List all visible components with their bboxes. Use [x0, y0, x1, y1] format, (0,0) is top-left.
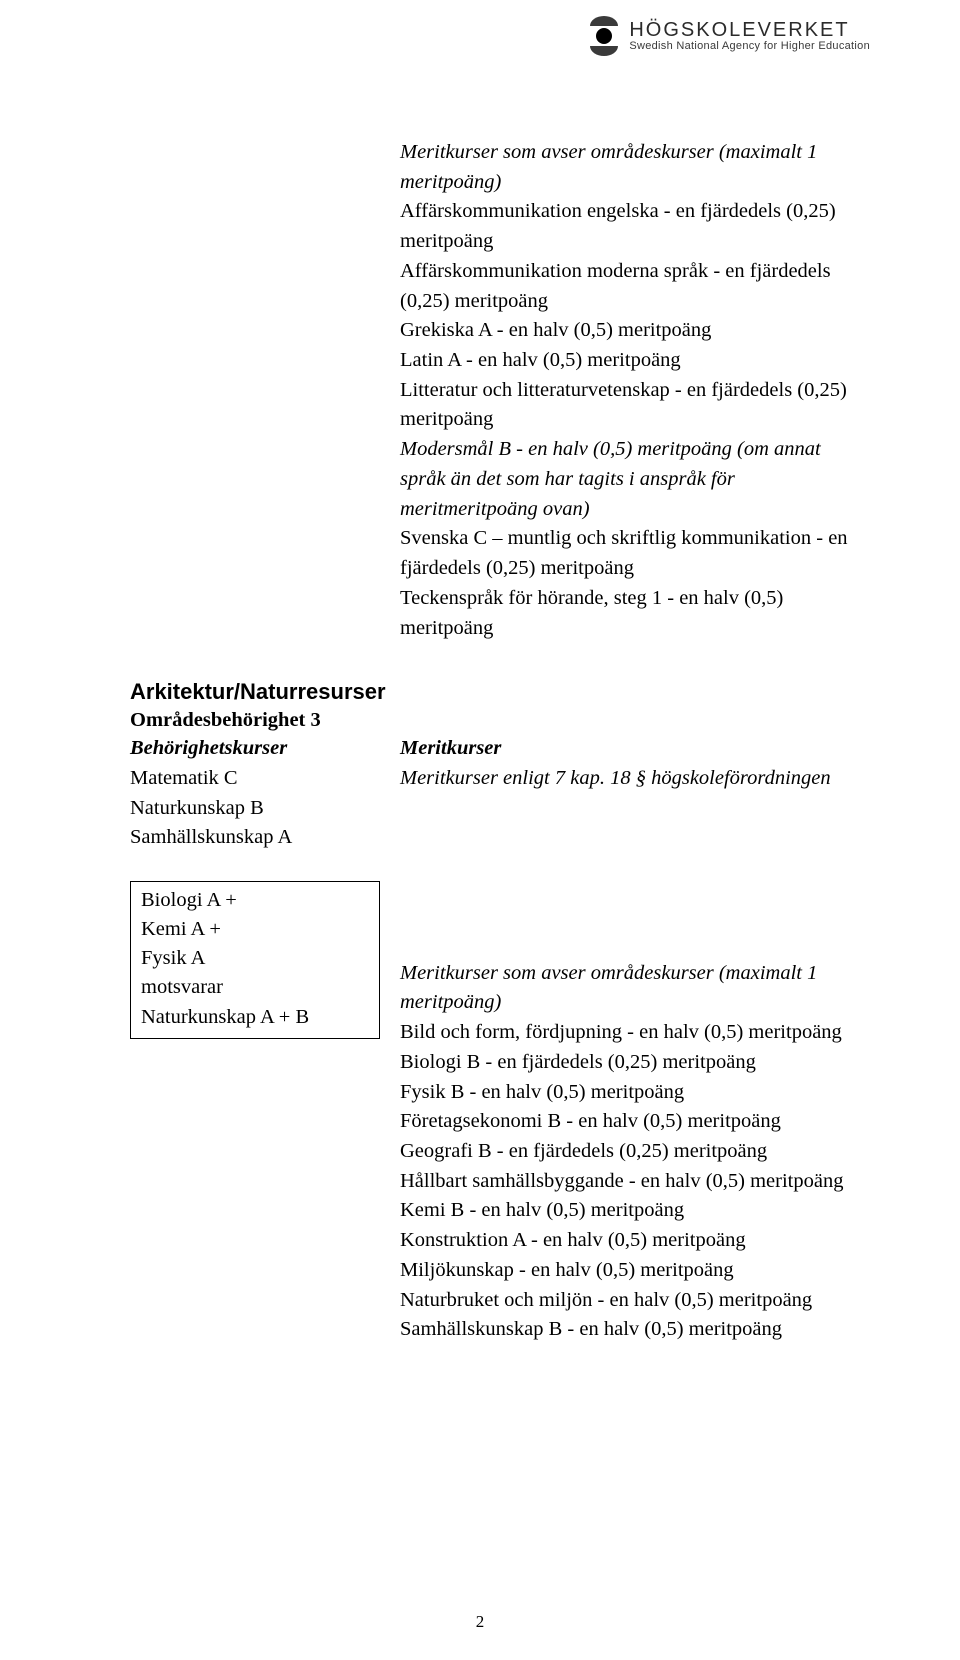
block1-line: Svenska C – muntlig och skriftlig kommun…	[400, 524, 860, 583]
box-line: motsvarar	[141, 973, 369, 1002]
block1-line: Grekiska A - en halv (0,5) meritpoäng	[400, 316, 860, 346]
equivalence-box: Biologi A + Kemi A + Fysik A motsvarar N…	[130, 881, 380, 1039]
block2-line: Geografi B - en fjärdedels (0,25) meritp…	[400, 1137, 860, 1167]
block2-line: Fysik B - en halv (0,5) meritpoäng	[400, 1078, 860, 1108]
merit-block-1: Meritkurser som avser områdeskurser (max…	[130, 138, 860, 643]
block2-line: Företagsekonomi B - en halv (0,5) meritp…	[400, 1107, 860, 1137]
page-container: HÖGSKOLEVERKET Swedish National Agency f…	[0, 0, 960, 1385]
block2-line: Bild och form, fördjupning - en halv (0,…	[400, 1018, 860, 1048]
block1-line: Teckenspråk för hörande, steg 1 - en hal…	[400, 584, 860, 643]
box-line: Kemi A +	[141, 915, 369, 944]
section-title: Arkitektur/Naturresurser	[130, 679, 860, 705]
box-line: Fysik A	[141, 944, 369, 973]
block1-line: Affärskommunikation engelska - en fjärde…	[400, 197, 860, 256]
block2-line: Biologi B - en fjärdedels (0,25) meritpo…	[400, 1048, 860, 1078]
block1-line: Latin A - en halv (0,5) meritpoäng	[400, 346, 860, 376]
page-number: 2	[0, 1612, 960, 1632]
left-col-heading: Behörighetskurser	[130, 734, 400, 764]
box-line: Biologi A +	[141, 886, 369, 915]
block1-line: Modersmål B - en halv (0,5) meritpoäng (…	[400, 435, 860, 524]
logo-text: HÖGSKOLEVERKET Swedish National Agency f…	[629, 20, 870, 53]
block2-line: Konstruktion A - en halv (0,5) meritpoän…	[400, 1226, 860, 1256]
block2-heading: Meritkurser som avser områdeskurser (max…	[400, 959, 860, 1018]
logo-title: HÖGSKOLEVERKET	[629, 20, 870, 41]
block2-line: Samhällskunskap B - en halv (0,5) meritp…	[400, 1315, 860, 1345]
agency-logo: HÖGSKOLEVERKET Swedish National Agency f…	[589, 16, 870, 56]
block1-line: Affärskommunikation moderna språk - en f…	[400, 257, 860, 316]
right-col-heading: Meritkurser	[400, 734, 860, 764]
block2-line: Kemi B - en halv (0,5) meritpoäng	[400, 1196, 860, 1226]
left-course: Matematik C	[130, 764, 400, 794]
block2-line: Hållbart samhällsbyggande - en halv (0,5…	[400, 1167, 860, 1197]
logo-icon	[589, 16, 619, 56]
area-heading: Områdesbehörighet 3	[130, 709, 860, 732]
block1-heading: Meritkurser som avser områdeskurser (max…	[400, 138, 860, 197]
left-course: Naturkunskap B	[130, 794, 400, 824]
box-line: Naturkunskap A + B	[141, 1003, 369, 1032]
block2-line: Naturbruket och miljön - en halv (0,5) m…	[400, 1286, 860, 1316]
left-course: Samhällskunskap A	[130, 823, 400, 853]
eligibility-row: Behörighetskurser Matematik C Naturkunsk…	[130, 734, 860, 1345]
right-regulation-line: Meritkurser enligt 7 kap. 18 § högskolef…	[400, 764, 860, 794]
logo-subtitle: Swedish National Agency for Higher Educa…	[629, 41, 870, 53]
block1-line: Litteratur och litteraturvetenskap - en …	[400, 376, 860, 435]
block2-line: Miljökunskap - en halv (0,5) meritpoäng	[400, 1256, 860, 1286]
